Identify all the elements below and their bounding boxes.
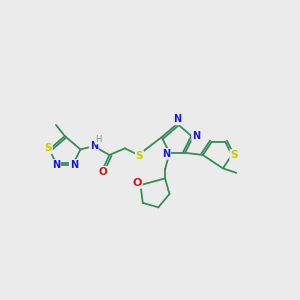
Text: S: S bbox=[230, 150, 238, 160]
Text: N: N bbox=[173, 114, 181, 124]
Text: S: S bbox=[44, 143, 52, 153]
Text: O: O bbox=[133, 178, 142, 188]
Text: N: N bbox=[52, 160, 60, 170]
Text: S: S bbox=[136, 151, 143, 161]
Text: N: N bbox=[192, 131, 200, 141]
Text: N: N bbox=[90, 141, 98, 151]
Text: H: H bbox=[95, 135, 101, 144]
Text: N: N bbox=[70, 160, 78, 170]
Text: N: N bbox=[162, 149, 170, 159]
Text: O: O bbox=[98, 167, 107, 177]
